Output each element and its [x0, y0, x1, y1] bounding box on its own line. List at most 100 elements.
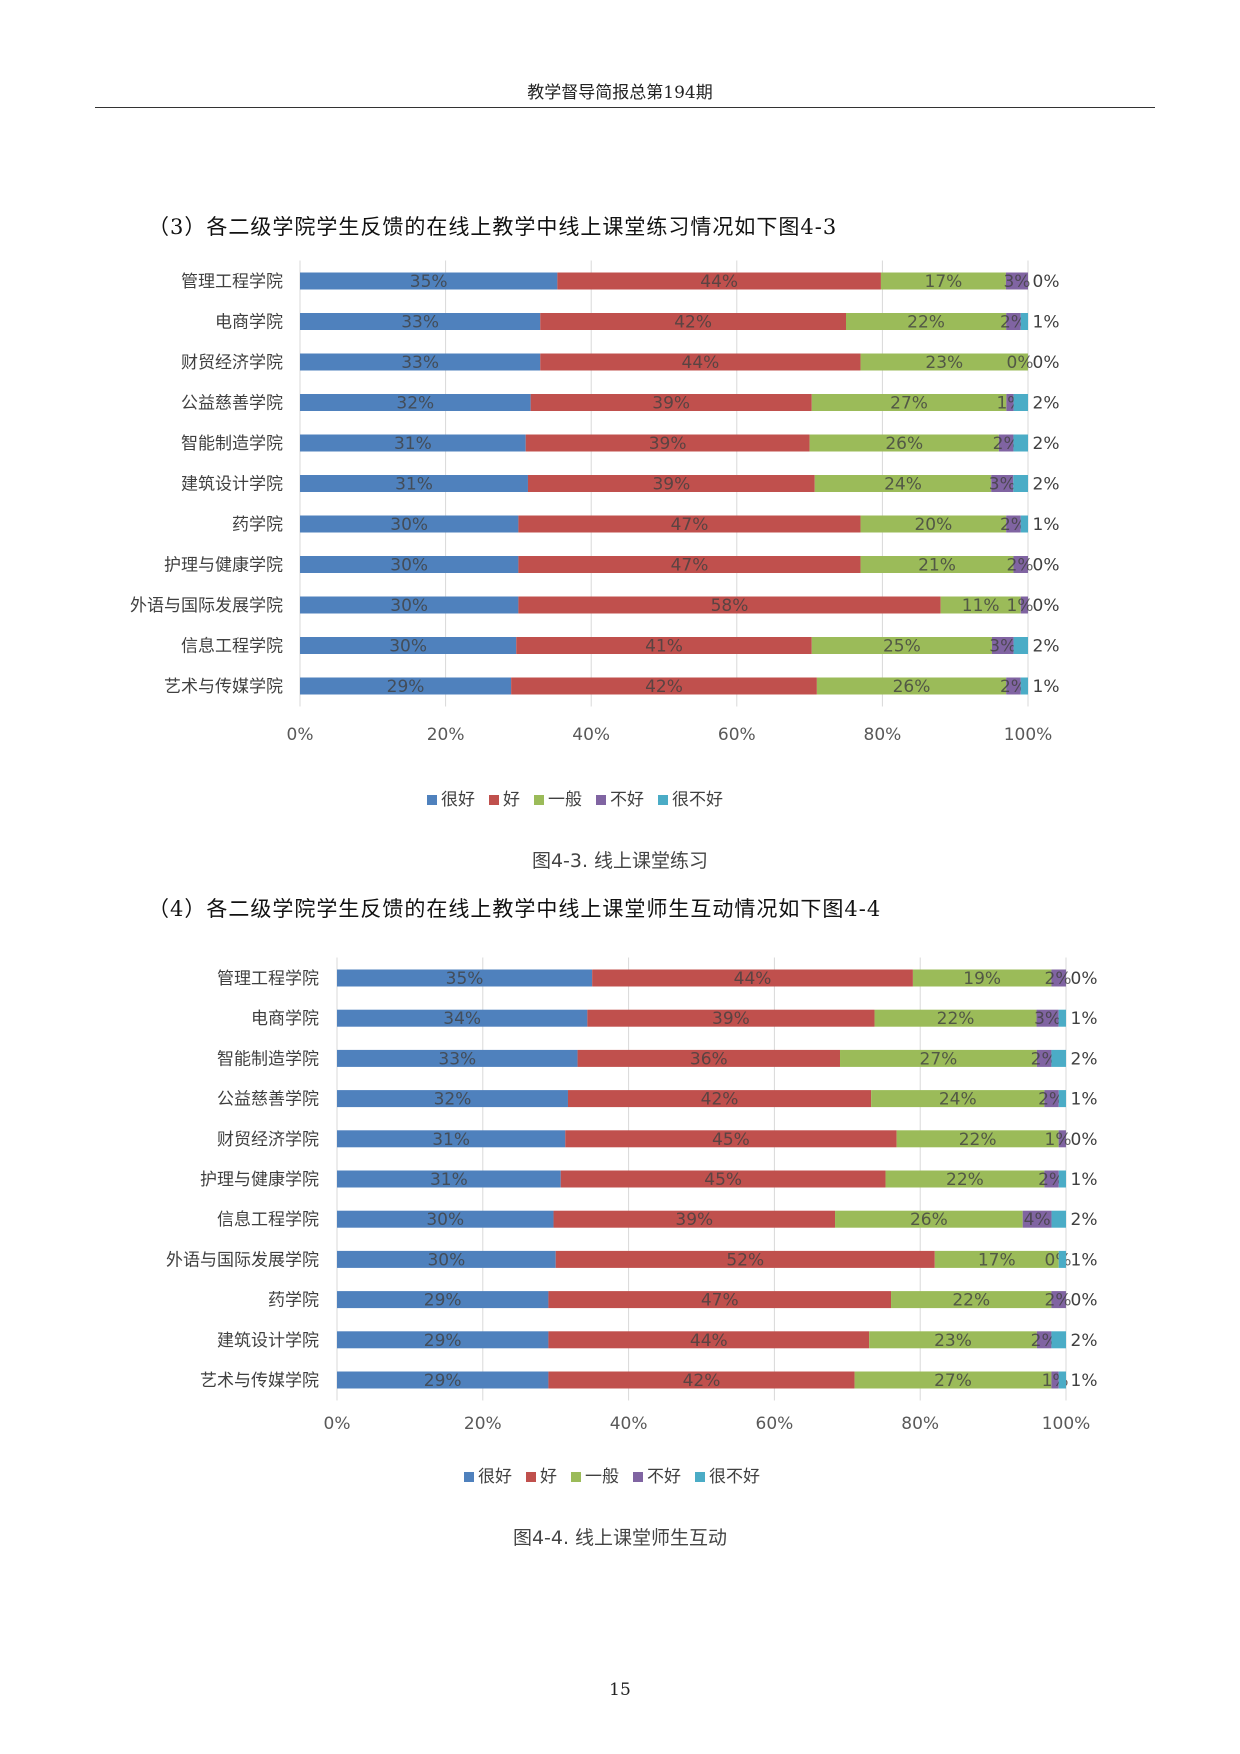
legend-label: 很好: [441, 790, 475, 810]
legend-label: 一般: [585, 1467, 619, 1487]
legend-swatch: [596, 795, 606, 805]
data-label: 1%: [1071, 1170, 1098, 1190]
bar-segment: [553, 1210, 836, 1228]
data-label: 26%: [885, 434, 923, 454]
data-label: 1%: [1007, 596, 1034, 616]
data-label: 2%: [1038, 1170, 1065, 1190]
chart-caption-4-3: 图4-3. 线上课堂练习: [531, 850, 709, 872]
data-label: 23%: [925, 353, 963, 373]
data-label: 0%: [1033, 596, 1060, 616]
data-label: 42%: [683, 1371, 721, 1391]
bar-segment: [300, 637, 517, 654]
category-label: 财贸经济学院: [217, 1130, 319, 1150]
bar-segment: [1044, 1170, 1059, 1188]
bar-segment: [1044, 1090, 1059, 1108]
data-label: 30%: [389, 637, 427, 657]
bar-segment: [998, 434, 1014, 452]
data-label: 34%: [443, 1009, 481, 1029]
bar-segment: [1058, 1130, 1066, 1148]
data-label: 0%: [1045, 1250, 1072, 1270]
data-label: 2%: [1000, 677, 1027, 697]
data-label: 41%: [645, 637, 683, 657]
bar-segment: [540, 353, 861, 371]
data-label: 30%: [426, 1210, 464, 1230]
bar-segment: [1051, 969, 1066, 987]
bar-segment: [860, 353, 1028, 371]
bar-segment: [300, 515, 519, 533]
bar-segment: [300, 556, 519, 573]
bar-segment: [940, 596, 1021, 614]
data-label: 39%: [652, 394, 690, 414]
data-label: 27%: [890, 394, 928, 414]
data-label: 45%: [704, 1170, 742, 1190]
data-label: 24%: [939, 1090, 977, 1110]
data-label: 45%: [712, 1130, 750, 1150]
bar-segment: [1005, 272, 1028, 290]
bar-segment: [1036, 1049, 1052, 1067]
bar-segment: [300, 353, 541, 371]
data-label: 35%: [410, 272, 448, 292]
category-label: 财贸经济学院: [181, 353, 283, 373]
bar-segment: [300, 272, 558, 290]
bar-segment: [592, 969, 913, 987]
legend-label: 不好: [610, 790, 644, 810]
data-label: 2%: [1000, 313, 1027, 333]
data-label: 29%: [387, 677, 425, 697]
legend-label: 一般: [548, 790, 582, 810]
bar-segment: [1020, 515, 1028, 533]
bar-segment: [527, 475, 815, 492]
bar-segment: [860, 515, 1007, 533]
section-heading-4-3: （3）各二级学院学生反馈的在线上教学中线上课堂练习情况如下图4-3: [148, 215, 838, 239]
legend-swatch: [534, 795, 544, 805]
data-label: 25%: [883, 637, 921, 657]
bar-segment: [1058, 1371, 1066, 1389]
legend-swatch: [526, 1472, 536, 1482]
legend-swatch: [658, 795, 668, 805]
page-number: 15: [609, 1680, 631, 1700]
data-label: 22%: [946, 1170, 984, 1190]
category-label: 建筑设计学院: [217, 1331, 319, 1351]
category-label: 管理工程学院: [181, 272, 283, 292]
data-label: 1%: [1033, 313, 1060, 333]
category-label: 公益慈善学院: [181, 394, 283, 414]
data-label: 0%: [1071, 969, 1098, 989]
bar-segment: [518, 556, 861, 573]
bar-segment: [560, 1170, 886, 1188]
data-label: 23%: [934, 1331, 972, 1351]
category-label: 公益慈善学院: [217, 1090, 319, 1110]
data-label: 33%: [438, 1049, 476, 1069]
data-label: 39%: [712, 1009, 750, 1029]
x-tick-label: 0%: [287, 725, 314, 745]
data-label: 2%: [1045, 1291, 1072, 1311]
x-tick-label: 100%: [1004, 725, 1053, 745]
bar-segment: [300, 394, 531, 411]
bar-segment: [1051, 1049, 1066, 1067]
category-label: 艺术与传媒学院: [200, 1371, 319, 1391]
bar-segment: [337, 1210, 554, 1228]
bar-segment: [1058, 1009, 1066, 1027]
data-label: 31%: [430, 1170, 468, 1190]
x-tick-label: 20%: [464, 1414, 502, 1434]
bar-segment: [991, 475, 1014, 492]
bar-segment: [1022, 1210, 1052, 1228]
data-label: 3%: [1034, 1009, 1061, 1029]
data-label: 2%: [1071, 1210, 1098, 1230]
bar-segment: [337, 1009, 588, 1027]
data-label: 47%: [701, 1291, 739, 1311]
bar-segment: [577, 1049, 841, 1067]
category-label: 护理与健康学院: [164, 556, 283, 576]
category-label: 电商学院: [251, 1009, 319, 1029]
data-label: 39%: [652, 475, 690, 495]
data-label: 1%: [1045, 1130, 1072, 1150]
bar-segment: [518, 596, 941, 614]
data-label: 2%: [1007, 556, 1034, 576]
bar-segment: [1006, 313, 1021, 330]
data-label: 29%: [424, 1291, 462, 1311]
data-label: 2%: [1038, 1090, 1065, 1110]
category-label: 药学院: [268, 1291, 319, 1311]
x-tick-label: 80%: [901, 1414, 939, 1434]
bar-segment: [337, 1250, 556, 1268]
bar-segment: [871, 1090, 1045, 1108]
data-label: 42%: [701, 1090, 739, 1110]
x-tick-label: 20%: [427, 725, 465, 745]
